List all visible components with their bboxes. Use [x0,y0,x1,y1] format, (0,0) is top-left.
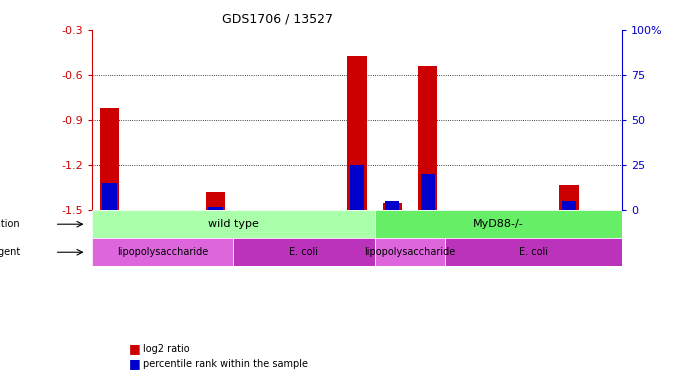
Bar [421,174,435,210]
Bar [386,201,399,210]
Text: agent: agent [0,247,20,257]
Text: E. coli: E. coli [290,247,318,257]
Bar [103,183,116,210]
Bar [445,238,622,266]
Text: genotype/variation: genotype/variation [0,219,20,229]
Bar [206,192,225,210]
Bar [375,210,622,238]
Bar [562,201,576,210]
Bar [92,238,233,266]
Bar [100,108,119,210]
Bar [233,238,375,266]
Text: lipopolysaccharide: lipopolysaccharide [364,247,456,257]
Bar [350,165,364,210]
Bar [383,202,402,210]
Bar [209,207,222,210]
Bar [375,238,445,266]
Text: ■: ■ [129,357,141,370]
Text: MyD88-/-: MyD88-/- [473,219,524,229]
Text: log2 ratio: log2 ratio [143,344,190,354]
Text: wild type: wild type [208,219,258,229]
Title: GDS1706 / 13527: GDS1706 / 13527 [222,12,333,25]
Bar [347,56,367,210]
Bar [92,210,375,238]
Bar [418,66,437,210]
Text: percentile rank within the sample: percentile rank within the sample [143,359,308,369]
Text: E. coli: E. coli [520,247,548,257]
Text: ■: ■ [129,342,141,355]
Bar [560,184,579,210]
Text: lipopolysaccharide: lipopolysaccharide [117,247,208,257]
